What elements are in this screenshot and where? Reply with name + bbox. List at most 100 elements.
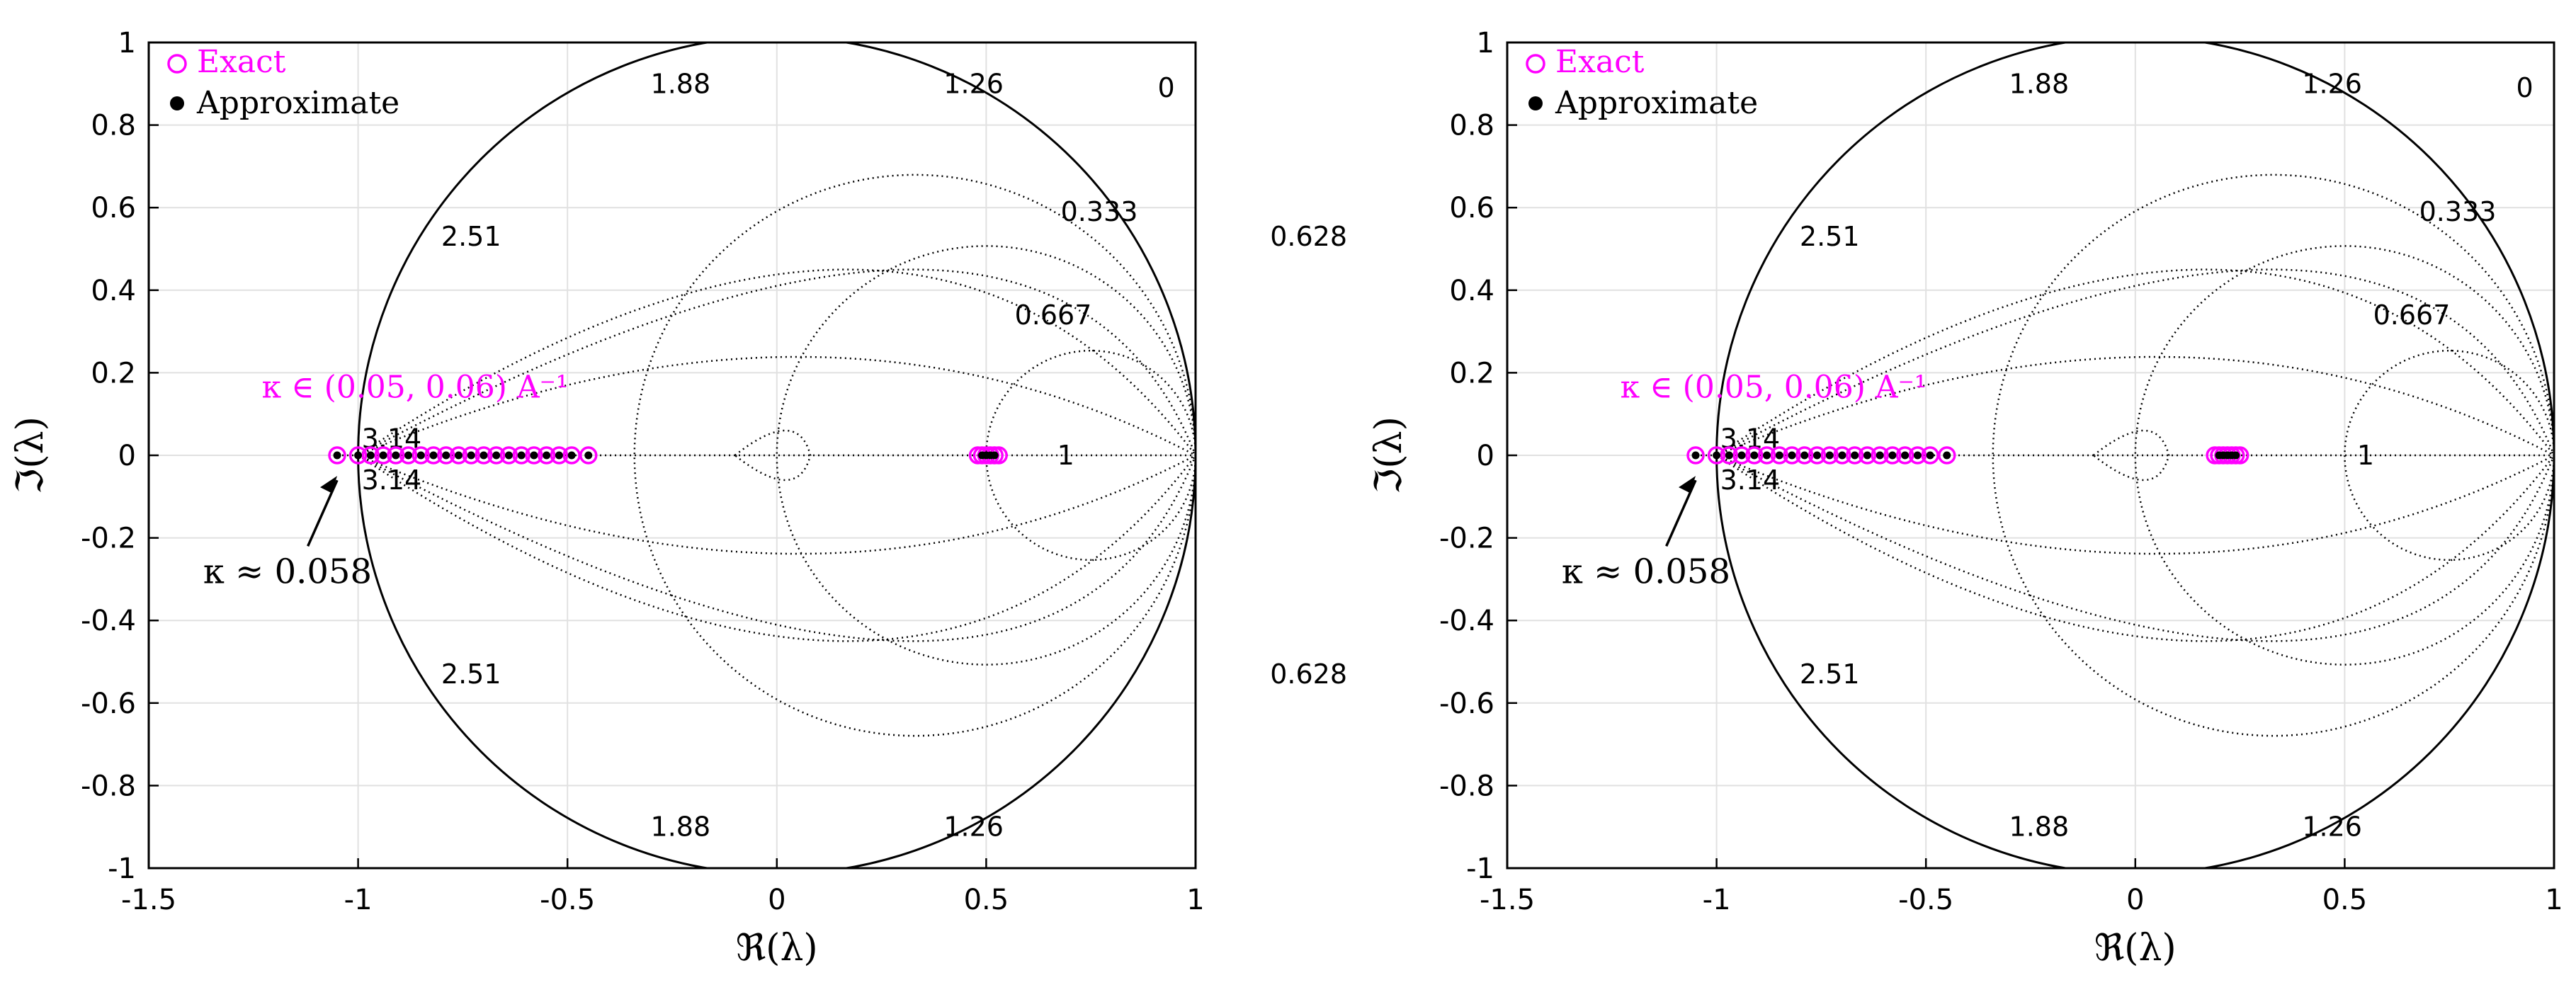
contour-label: 1.26 (2302, 68, 2362, 99)
approximate-point (1788, 451, 1796, 460)
y-tick-label: 0 (118, 440, 136, 472)
exact-point (1795, 446, 1814, 465)
approximate-point (555, 451, 563, 460)
y-tick-label: -0.8 (1439, 770, 1494, 802)
contour-label: 1.88 (2009, 68, 2070, 99)
approximate-point (1691, 451, 1700, 460)
annotation-kappa-value: κ ≈ 0.058 (203, 552, 372, 592)
contour-arc (358, 454, 1196, 642)
legend-label-exact: Exact (1555, 44, 1645, 80)
approximate-point (530, 451, 538, 460)
approximate-point (2232, 451, 2240, 460)
y-tick-label: 1 (1477, 27, 1494, 59)
contour-label: 1 (1057, 440, 1074, 471)
approximate-point (1851, 451, 1859, 460)
y-tick-label: 0.2 (91, 357, 136, 389)
contour-label: 0.333 (2419, 196, 2497, 227)
exact-point (1686, 446, 1705, 465)
contour-label: 0.667 (1015, 300, 1092, 331)
y-tick-label: -0.2 (81, 523, 136, 555)
approximate-point (1901, 451, 1910, 460)
exact-point (437, 446, 455, 465)
y-tick-label: -0.4 (1439, 605, 1494, 637)
y-tick-label: -0.6 (81, 688, 136, 720)
contour-label: 1.26 (943, 68, 1004, 99)
exact-point (424, 446, 443, 465)
exact-point (1883, 446, 1902, 465)
contour-label: 0.628 (1270, 659, 1347, 690)
exact-point (1732, 446, 1751, 465)
approximate-point (429, 451, 438, 460)
contour-label: 1.26 (2302, 812, 2362, 843)
exact-point (399, 446, 418, 465)
approximate-point (1775, 451, 1783, 460)
chart-panel-1: -1.5 -1 -0.5 0 0.5 1-1-0.8-0.6-0.4-0.200.20.4… (9, 27, 1347, 969)
y-tick-label: -1 (108, 853, 136, 885)
x-tick-label: -1 (1703, 884, 1731, 916)
y-tick-label: 0.2 (1449, 357, 1494, 389)
approximate-point (366, 451, 375, 460)
approximate-point (1800, 451, 1809, 460)
contour-label: 1.26 (943, 812, 1004, 843)
y-tick-label: 1 (118, 27, 136, 59)
exact-point (387, 446, 405, 465)
exact-point (512, 446, 530, 465)
contour-label: 1.88 (651, 812, 711, 843)
approximate-point (404, 451, 413, 460)
exact-point (1938, 446, 1956, 465)
approximate-point (1943, 451, 1951, 460)
approximate-point (1863, 451, 1871, 460)
approximate-point (517, 451, 526, 460)
exact-point (328, 446, 346, 465)
approximate-point (1812, 451, 1821, 460)
y-tick-label: 0.4 (1449, 275, 1494, 307)
approximate-point (504, 451, 513, 460)
approximate-point (492, 451, 501, 460)
y-axis-label: ℑ(λ) (1368, 416, 1410, 494)
contour-label: 2.51 (441, 221, 501, 252)
x-tick-label: -0.5 (1898, 884, 1953, 916)
annotation-arrowhead (320, 476, 338, 494)
legend-marker-exact (167, 54, 187, 74)
x-tick-label: -1 (344, 884, 373, 916)
contour-label: 1 (2357, 440, 2374, 471)
exact-point (462, 446, 480, 465)
x-tick-label: 0 (768, 884, 785, 916)
series-approximate (1691, 451, 2240, 460)
x-tick-label: -0.5 (540, 884, 595, 916)
y-tick-label: -0.4 (81, 605, 136, 637)
exact-point (1770, 446, 1789, 465)
contour-lobe (2092, 429, 2170, 482)
contour-label: 2.51 (1800, 221, 1860, 252)
approximate-point (442, 451, 450, 460)
y-tick-label: 0.8 (1449, 110, 1494, 142)
exact-point (1833, 446, 1851, 465)
exact-point (1845, 446, 1864, 465)
exact-point (579, 446, 598, 465)
exact-point (348, 446, 368, 465)
approximate-point (354, 451, 363, 460)
exact-point (1745, 446, 1764, 465)
y-tick-label: 0.6 (1449, 192, 1494, 224)
y-tick-label: 0 (1477, 440, 1494, 472)
legend-marker-exact (1526, 54, 1545, 74)
y-tick-label: -0.2 (1439, 523, 1494, 555)
y-tick-label: 0.6 (91, 192, 136, 224)
x-tick-label: 1 (1186, 884, 1204, 916)
x-tick-label: -1.5 (121, 884, 176, 916)
legend-label-approximate: Approximate (1555, 85, 1758, 121)
annotation-kappa-range: κ ∈ (0.05, 0.06) A⁻¹ (262, 369, 569, 405)
approximate-point (1913, 451, 1922, 460)
approximate-point (567, 451, 576, 460)
exact-point (1707, 446, 1726, 465)
exact-point (374, 446, 392, 465)
contour-label: 0.333 (1061, 196, 1138, 227)
contour-label: 2.51 (1800, 659, 1860, 690)
legend-label-exact: Exact (197, 44, 286, 80)
y-tick-label: -0.6 (1439, 688, 1494, 720)
legend-marker-approximate (1528, 96, 1543, 110)
contour-label: 3.14 (1720, 465, 1781, 496)
approximate-point (333, 451, 341, 460)
exact-point (1783, 446, 1801, 465)
